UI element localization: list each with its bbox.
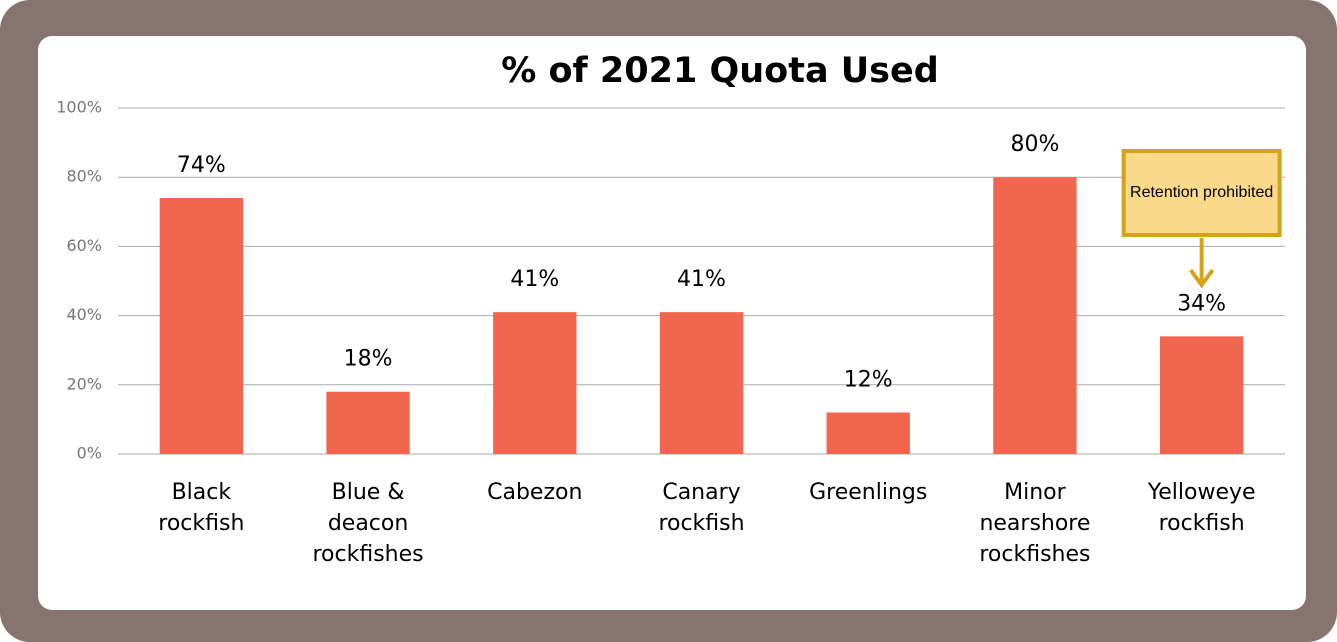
x-tick-label: Yelloweye [1147,480,1256,505]
x-tick-label: Black [172,480,232,505]
bar [659,312,744,454]
y-tick-label: 20% [66,374,102,393]
value-label: 34% [1177,291,1226,316]
value-label: 41% [677,267,726,292]
x-tick-label: nearshore [979,511,1090,536]
y-tick-label: 60% [66,236,102,255]
chart-title: % of 2021 Quota Used [501,51,939,91]
annotation: Retention prohibited [1130,184,1274,201]
annotation-text: Retention prohibited [1130,184,1274,201]
x-tick-label: rockfish [658,511,744,536]
bar [159,197,244,454]
x-tick-label: rockfish [158,511,244,536]
x-tick-label: Minor [1004,480,1066,505]
bar [826,412,910,454]
y-tick-label: 80% [66,167,102,186]
y-tick-label: 40% [66,305,102,324]
x-tick-label: Canary [662,480,740,505]
value-label: 18% [344,347,393,372]
y-tick-label: 0% [77,444,102,463]
bar [493,312,577,454]
bar [993,177,1077,454]
bar [1159,336,1244,454]
x-tick-label: deacon [328,511,408,536]
value-label: 80% [1010,132,1059,157]
x-tick-label: rockfishes [979,542,1090,567]
bar [326,391,410,454]
x-tick-label: rockfish [1159,511,1245,536]
value-label: 41% [510,267,559,292]
x-tick-label: Cabezon [487,480,582,505]
x-tick-label: Greenlings [809,480,927,505]
value-label: 12% [844,367,893,392]
value-label: 74% [177,153,226,178]
x-tick-label: rockfishes [313,542,424,567]
annotation-box [1121,149,1282,237]
x-tick-label: Blue & [332,480,405,505]
annotation-arrowhead [1189,268,1215,289]
y-tick-label: 100% [56,98,102,117]
